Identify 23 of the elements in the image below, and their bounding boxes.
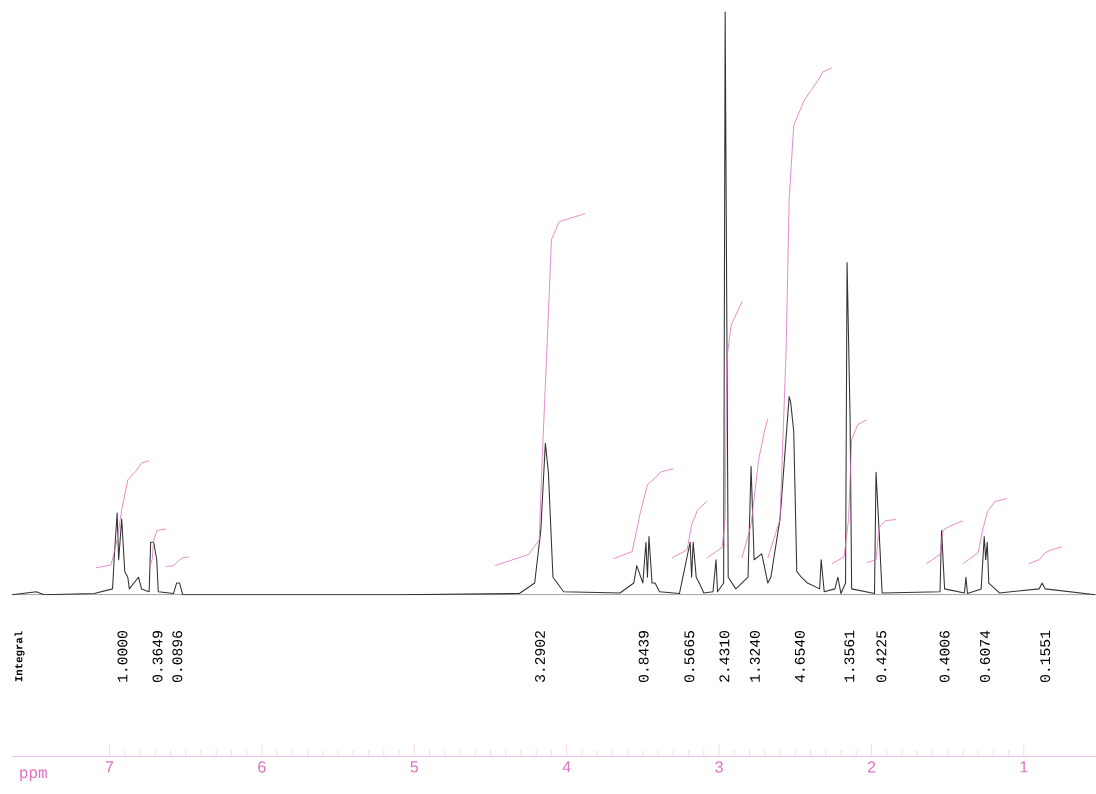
text: 0.1551 (1040, 630, 1051, 683)
x-axis-title: ppm (20, 769, 47, 782)
x-tick-label: 7 (105, 761, 114, 773)
text: 0.4225 (876, 631, 887, 683)
x-tick-label: 4 (562, 761, 571, 773)
x-tick-label: 3 (715, 761, 723, 773)
text: 0.4006 (939, 631, 950, 683)
x-tick-label: 2 (867, 761, 876, 773)
text: 0.8439 (638, 631, 649, 683)
x-tick-label: 1 (1020, 761, 1028, 773)
text: 0.5665 (684, 631, 695, 683)
text: 1.3561 (844, 630, 855, 682)
x-tick-label: 6 (258, 761, 266, 773)
text: 1.0000 (117, 631, 128, 682)
x-tick-label: 5 (410, 761, 419, 773)
text: Integral (14, 631, 25, 682)
text: 3.2902 (535, 631, 545, 683)
text: 0.3649 (152, 631, 163, 683)
text: 1.3240 (749, 631, 760, 682)
text: 0.6074 (980, 631, 990, 683)
text: 4.6540 (794, 631, 805, 683)
text: 0.0896 (172, 631, 183, 683)
text: 2.4310 (719, 631, 730, 683)
